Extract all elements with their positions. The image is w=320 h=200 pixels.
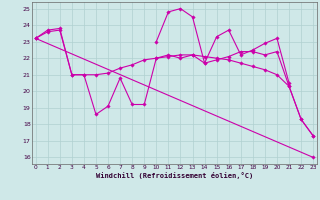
X-axis label: Windchill (Refroidissement éolien,°C): Windchill (Refroidissement éolien,°C) xyxy=(96,172,253,179)
